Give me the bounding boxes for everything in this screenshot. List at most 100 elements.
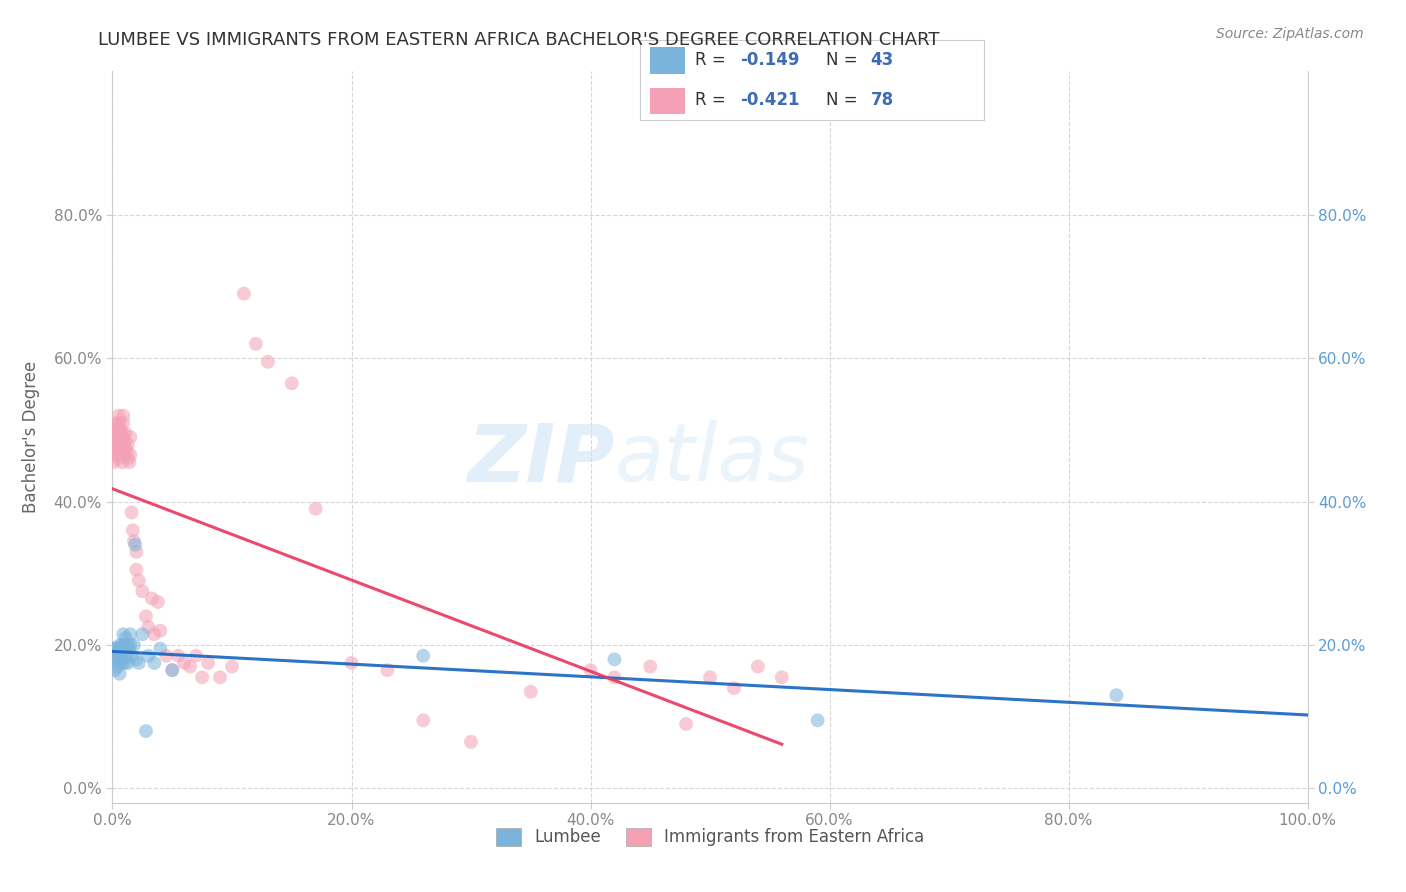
Point: [105, 441, 128, 455]
Legend: Lumbee, Immigrants from Eastern Africa: Lumbee, Immigrants from Eastern Africa: [489, 821, 931, 853]
Point: [103, 455, 125, 469]
Point: [179, 659, 201, 673]
Point: [125, 545, 148, 559]
Point: [579, 663, 602, 677]
Point: [114, 656, 135, 670]
Point: [460, 735, 482, 749]
Point: [197, 656, 219, 670]
Point: [112, 627, 135, 641]
Point: [108, 444, 131, 458]
Point: [114, 441, 136, 455]
Point: [141, 591, 163, 606]
Point: [149, 641, 172, 656]
Text: R =: R =: [695, 51, 731, 70]
Point: [105, 648, 128, 663]
Point: [128, 656, 150, 670]
Point: [117, 638, 139, 652]
Point: [104, 656, 127, 670]
Point: [105, 419, 128, 434]
Point: [108, 638, 131, 652]
Point: [143, 656, 166, 670]
Point: [135, 724, 157, 739]
Point: [114, 448, 135, 462]
Point: [105, 641, 128, 656]
Point: [108, 416, 131, 430]
Point: [233, 286, 256, 301]
Point: [112, 409, 135, 423]
Point: [125, 652, 148, 666]
Point: [257, 355, 280, 369]
Point: [1105, 688, 1128, 702]
Point: [107, 409, 129, 423]
Point: [105, 416, 128, 430]
Point: [107, 437, 129, 451]
Point: [107, 423, 129, 437]
Point: [245, 336, 267, 351]
Point: [120, 448, 142, 462]
Point: [143, 627, 166, 641]
Point: [103, 641, 125, 656]
Point: [114, 638, 135, 652]
Point: [114, 648, 136, 663]
Point: [209, 670, 232, 684]
Text: N =: N =: [825, 51, 863, 70]
Point: [146, 595, 169, 609]
Point: [107, 451, 129, 466]
Point: [191, 670, 214, 684]
Point: [305, 501, 328, 516]
Point: [104, 663, 127, 677]
Point: [117, 451, 139, 466]
Point: [138, 648, 160, 663]
Bar: [650, 47, 685, 74]
Point: [640, 659, 662, 673]
Point: [167, 648, 190, 663]
Point: [105, 444, 128, 458]
Point: [105, 659, 128, 673]
Point: [173, 656, 195, 670]
Point: [114, 426, 136, 441]
Point: [104, 437, 127, 451]
Point: [124, 538, 146, 552]
Point: [135, 609, 157, 624]
Text: Source: ZipAtlas.com: Source: ZipAtlas.com: [1216, 27, 1364, 41]
Point: [162, 663, 183, 677]
Point: [807, 714, 830, 728]
Point: [138, 620, 160, 634]
Point: [122, 638, 145, 652]
Point: [105, 426, 128, 441]
Point: [111, 638, 134, 652]
Point: [115, 641, 138, 656]
Point: [155, 648, 177, 663]
Point: [149, 624, 172, 638]
Text: 43: 43: [870, 51, 894, 70]
Point: [723, 681, 745, 695]
Point: [120, 627, 142, 641]
Point: [110, 423, 132, 437]
Point: [110, 641, 132, 656]
Point: [186, 648, 208, 663]
Point: [103, 444, 125, 458]
Point: [377, 663, 399, 677]
Text: -0.149: -0.149: [740, 51, 799, 70]
Point: [111, 656, 134, 670]
Point: [770, 670, 793, 684]
Text: atlas: atlas: [614, 420, 810, 498]
Point: [121, 505, 143, 519]
Point: [121, 648, 143, 663]
Point: [114, 434, 135, 448]
Point: [108, 666, 131, 681]
Point: [603, 670, 626, 684]
Point: [520, 684, 543, 698]
Point: [111, 441, 134, 455]
Point: [162, 663, 183, 677]
Point: [115, 444, 138, 458]
Point: [117, 437, 139, 451]
Text: ZIP: ZIP: [467, 420, 614, 498]
Point: [104, 423, 127, 437]
Text: -0.421: -0.421: [740, 91, 799, 110]
Point: [120, 638, 142, 652]
Point: [699, 670, 721, 684]
Point: [131, 584, 153, 599]
Text: R =: R =: [695, 91, 731, 110]
Point: [112, 645, 135, 659]
